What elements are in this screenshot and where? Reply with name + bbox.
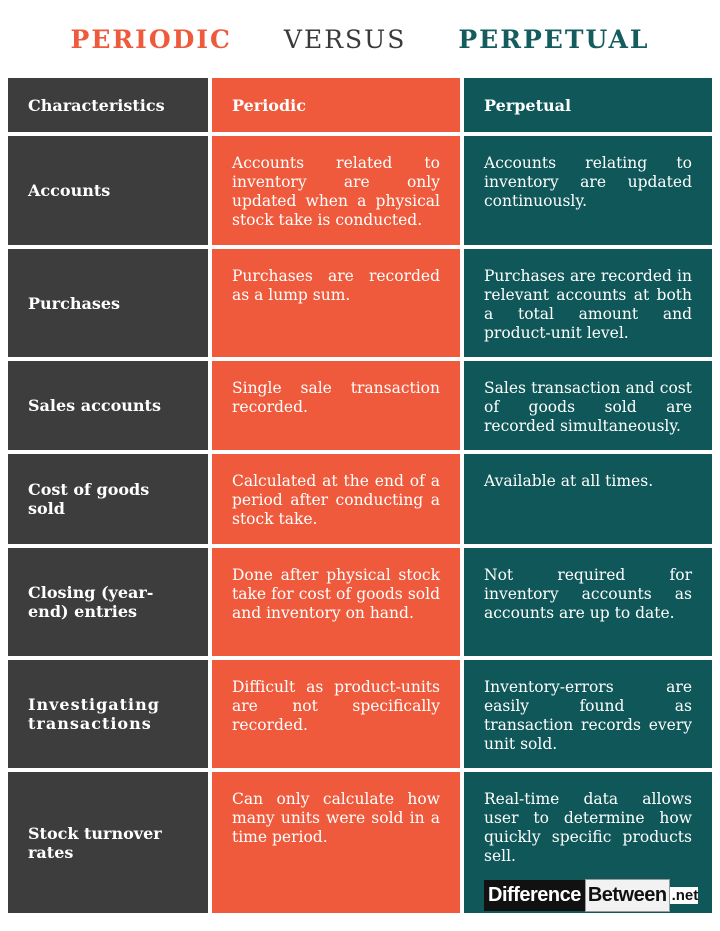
logo-part-between: Between [584, 878, 670, 912]
row-label-cost-of-goods-sold: Cost of goods sold [8, 454, 208, 544]
row-label-stock-turnover-rates: Stock turnover rates [8, 772, 208, 913]
row-label-purchases: Purchases [8, 249, 208, 357]
cell-periodic-stock-turnover-rates: Can only calculate how many units were s… [212, 772, 460, 913]
title-versus: VERSUS [283, 24, 407, 54]
cell-periodic-investigating-transactions: Difficult as product-units are not speci… [212, 660, 460, 768]
row-label-accounts: Accounts [8, 136, 208, 245]
comparison-table: Characteristics Periodic Perpetual Accou… [8, 78, 712, 913]
cell-periodic-closing-entries: Done after physical stock take for cost … [212, 548, 460, 656]
header-perpetual: Perpetual [464, 78, 712, 132]
cell-perpetual-sales-accounts: Sales transaction and cost of goods sold… [464, 361, 712, 450]
cell-perpetual-purchases: Purchases are recorded in relevant accou… [464, 249, 712, 357]
row-label-investigating-transactions: Investigating transactions [8, 660, 208, 768]
cell-periodic-accounts: Accounts related to inventory are only u… [212, 136, 460, 245]
cell-periodic-sales-accounts: Single sale transaction recorded. [212, 361, 460, 450]
row-label-sales-accounts: Sales accounts [8, 361, 208, 450]
title-periodic: PERIODIC [70, 24, 232, 54]
logo-part-difference: Difference [484, 879, 585, 911]
cell-perpetual-accounts: Accounts relating to inventory are updat… [464, 136, 712, 245]
differencebetween-logo: Difference Between .net [484, 876, 699, 914]
row-label-closing-entries: Closing (year-end) entries [8, 548, 208, 656]
cell-perpetual-investigating-transactions: Inventory-errors are easily found as tra… [464, 660, 712, 768]
cell-periodic-cost-of-goods-sold: Calculated at the end of a period after … [212, 454, 460, 544]
cell-perpetual-cost-of-goods-sold: Available at all times. [464, 454, 712, 544]
header-periodic: Periodic [212, 78, 460, 132]
cell-perpetual-closing-entries: Not required for inventory accounts as a… [464, 548, 712, 656]
cell-periodic-purchases: Purchases are recorded as a lump sum. [212, 249, 460, 357]
logo-part-net: .net [669, 886, 699, 904]
title-perpetual: PERPETUAL [458, 24, 650, 54]
header-characteristics: Characteristics [8, 78, 208, 132]
page-title: PERIODIC VERSUS PERPETUAL [0, 0, 720, 78]
